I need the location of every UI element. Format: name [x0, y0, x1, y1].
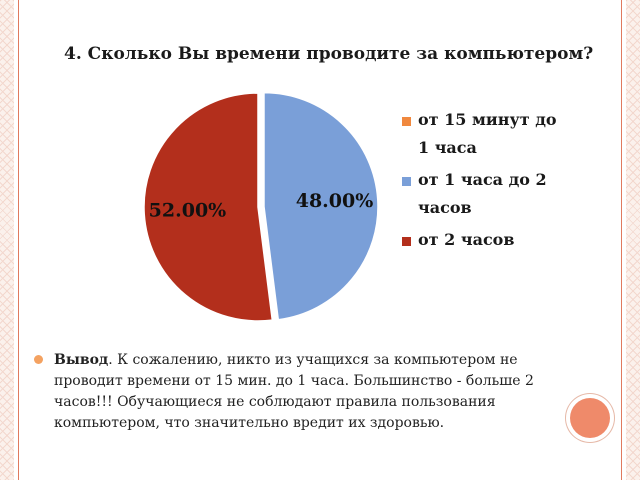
legend-label: от 15 минут до 1 часа [418, 110, 557, 157]
pie-slice [263, 91, 379, 321]
chart-legend: от 15 минут до 1 часа от 1 часа до 2 час… [402, 106, 602, 254]
decorative-circle [570, 398, 610, 438]
legend-label: от 2 часов [418, 230, 515, 249]
legend-swatch [402, 177, 411, 186]
conclusion-text: Вывод. К сожалению, никто из учащихся за… [54, 350, 576, 434]
pie-slice [143, 92, 274, 322]
pie-data-label: 52.00% [149, 199, 227, 221]
right-border-pattern [626, 0, 640, 480]
right-border-line [621, 0, 622, 480]
conclusion-body: . К сожалению, никто из учащихся за комп… [54, 352, 534, 431]
pie-chart: 48.00% 52.00% [143, 91, 379, 322]
conclusion-paragraph: Вывод. К сожалению, никто из учащихся за… [34, 350, 576, 434]
legend-item-1h-2h: от 1 часа до 2 часов [402, 166, 602, 222]
left-border-line [18, 0, 19, 480]
conclusion-lead: Вывод [54, 352, 109, 368]
legend-swatch [402, 237, 411, 246]
left-border-pattern [0, 0, 14, 480]
legend-swatch [402, 117, 411, 126]
bullet-icon [34, 355, 43, 364]
legend-item-15min-1h: от 15 минут до 1 часа [402, 106, 602, 162]
chart-title: 4. Сколько Вы времени проводите за компь… [64, 44, 594, 64]
pie-data-label: 48.00% [296, 190, 374, 212]
legend-item-2h-plus: от 2 часов [402, 226, 602, 254]
legend-label: от 1 часа до 2 часов [418, 170, 547, 217]
